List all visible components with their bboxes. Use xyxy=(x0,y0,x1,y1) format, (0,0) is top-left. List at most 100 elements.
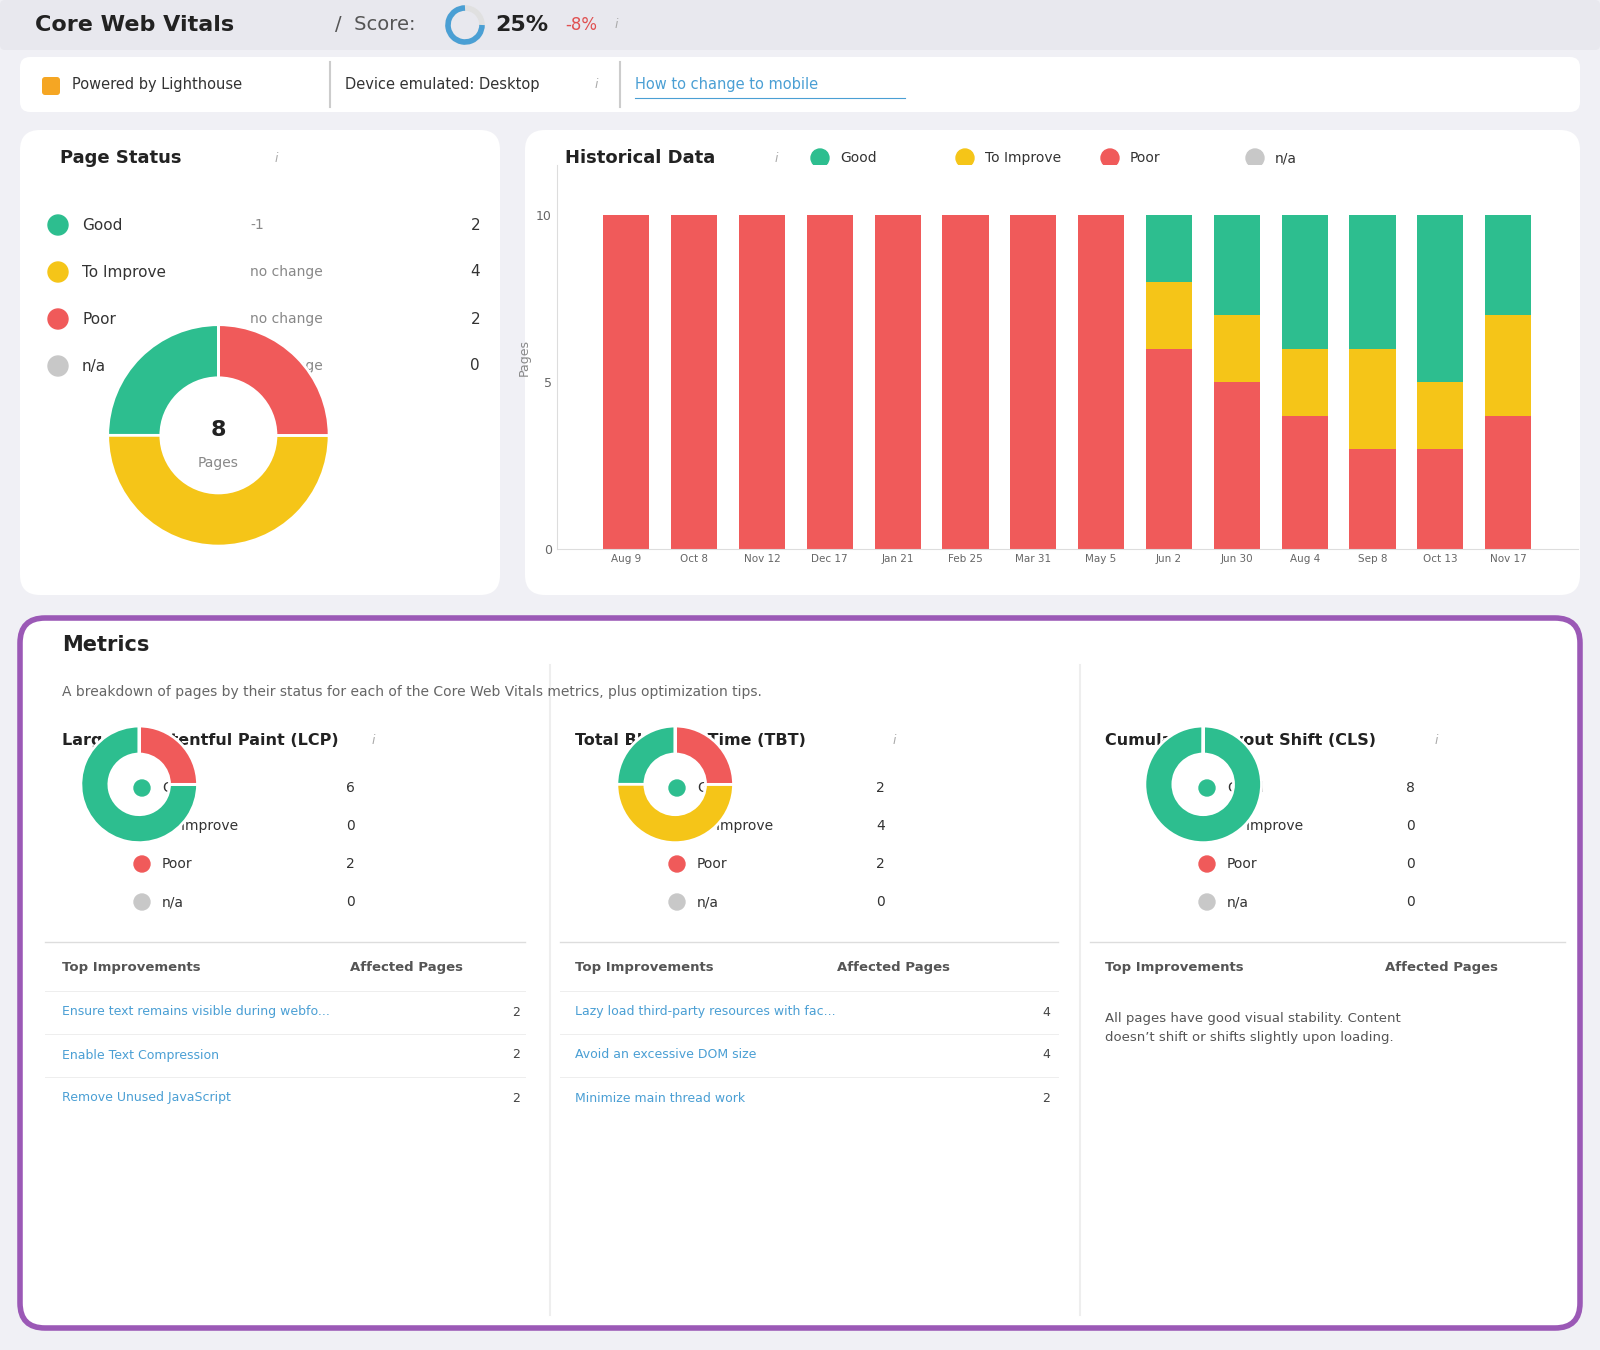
Text: Cumulative Layout Shift (CLS): Cumulative Layout Shift (CLS) xyxy=(1106,733,1376,748)
Text: Good: Good xyxy=(1227,782,1264,795)
Text: 2: 2 xyxy=(470,217,480,232)
Text: Device emulated: Desktop: Device emulated: Desktop xyxy=(346,77,539,93)
Bar xyxy=(1282,348,1328,416)
Text: n/a: n/a xyxy=(1275,151,1298,165)
Text: Historical Data: Historical Data xyxy=(565,148,715,167)
Text: /  Score:: / Score: xyxy=(334,15,416,35)
Text: Top Improvements: Top Improvements xyxy=(1106,961,1243,975)
Bar xyxy=(1349,215,1395,348)
Bar xyxy=(1418,450,1464,549)
FancyBboxPatch shape xyxy=(19,130,499,595)
Text: -8%: -8% xyxy=(565,16,597,34)
Bar xyxy=(1485,316,1531,416)
Circle shape xyxy=(134,818,150,834)
Text: i: i xyxy=(893,733,896,747)
Circle shape xyxy=(1198,894,1214,910)
Bar xyxy=(670,215,717,549)
Text: i: i xyxy=(614,19,619,31)
Text: Poor: Poor xyxy=(1130,151,1160,165)
Text: Total Blocking Time (TBT): Total Blocking Time (TBT) xyxy=(574,733,806,748)
Y-axis label: Pages: Pages xyxy=(517,339,531,375)
Text: 0: 0 xyxy=(470,359,480,374)
Text: 4: 4 xyxy=(1042,1049,1050,1061)
Text: Affected Pages: Affected Pages xyxy=(1386,961,1498,975)
Text: To Improve: To Improve xyxy=(698,819,773,833)
Text: Poor: Poor xyxy=(698,857,728,871)
Text: Top Improvements: Top Improvements xyxy=(574,961,714,975)
Text: Minimize main thread work: Minimize main thread work xyxy=(574,1092,746,1104)
Circle shape xyxy=(669,894,685,910)
Text: 2: 2 xyxy=(877,782,885,795)
Circle shape xyxy=(48,356,67,377)
Circle shape xyxy=(1198,856,1214,872)
Text: Avoid an excessive DOM size: Avoid an excessive DOM size xyxy=(574,1049,757,1061)
Text: 0: 0 xyxy=(346,895,355,909)
Text: n/a: n/a xyxy=(1227,895,1250,909)
Text: Affected Pages: Affected Pages xyxy=(837,961,950,975)
Bar xyxy=(739,215,786,549)
Wedge shape xyxy=(107,325,218,435)
Text: Poor: Poor xyxy=(1227,857,1258,871)
Text: 2: 2 xyxy=(877,857,885,871)
Text: Remove Unused JavaScript: Remove Unused JavaScript xyxy=(62,1092,230,1104)
FancyBboxPatch shape xyxy=(19,57,1581,112)
Bar xyxy=(1282,215,1328,348)
Circle shape xyxy=(1198,818,1214,834)
Bar xyxy=(1146,348,1192,549)
Text: Good: Good xyxy=(162,782,198,795)
Circle shape xyxy=(1198,780,1214,796)
FancyBboxPatch shape xyxy=(525,130,1581,595)
Circle shape xyxy=(1101,148,1118,167)
Text: Largest Contentful Paint (LCP): Largest Contentful Paint (LCP) xyxy=(62,733,339,748)
Text: no change: no change xyxy=(250,265,323,279)
Text: Poor: Poor xyxy=(162,857,192,871)
Circle shape xyxy=(955,148,974,167)
Text: n/a: n/a xyxy=(82,359,106,374)
Bar xyxy=(603,215,650,549)
Circle shape xyxy=(811,148,829,167)
Bar xyxy=(1214,316,1259,382)
Bar xyxy=(1010,215,1056,549)
Text: 4: 4 xyxy=(877,819,885,833)
Text: Poor: Poor xyxy=(82,312,115,327)
Bar xyxy=(1485,416,1531,549)
Text: 2: 2 xyxy=(512,1092,520,1104)
Text: 2: 2 xyxy=(346,857,355,871)
Text: Powered by Lighthouse: Powered by Lighthouse xyxy=(72,77,242,93)
Bar xyxy=(1214,215,1259,316)
Text: 0: 0 xyxy=(877,895,885,909)
FancyBboxPatch shape xyxy=(19,618,1581,1328)
Text: To Improve: To Improve xyxy=(1227,819,1302,833)
Text: Good: Good xyxy=(840,151,877,165)
Text: i: i xyxy=(275,151,278,165)
Text: To Improve: To Improve xyxy=(986,151,1061,165)
Circle shape xyxy=(134,780,150,796)
Text: i: i xyxy=(371,733,376,747)
Circle shape xyxy=(48,309,67,329)
Text: Ensure text remains visible during webfo...: Ensure text remains visible during webfo… xyxy=(62,1006,330,1018)
Text: 2: 2 xyxy=(512,1049,520,1061)
Text: Lazy load third-party resources with fac...: Lazy load third-party resources with fac… xyxy=(574,1006,835,1018)
Text: 4: 4 xyxy=(470,265,480,279)
Text: 4: 4 xyxy=(1042,1006,1050,1018)
Bar xyxy=(1485,215,1531,316)
Wedge shape xyxy=(107,435,330,547)
Bar xyxy=(1146,215,1192,282)
Wedge shape xyxy=(82,726,197,842)
Wedge shape xyxy=(219,325,330,436)
Text: no change: no change xyxy=(250,312,323,325)
Wedge shape xyxy=(675,726,733,784)
Text: To Improve: To Improve xyxy=(82,265,166,279)
Text: 25%: 25% xyxy=(494,15,549,35)
Bar xyxy=(1418,382,1464,450)
Text: no change: no change xyxy=(250,359,323,373)
FancyBboxPatch shape xyxy=(42,77,61,95)
Text: 0: 0 xyxy=(346,819,355,833)
FancyBboxPatch shape xyxy=(0,0,1600,50)
Bar xyxy=(1418,215,1464,382)
Text: Page Status: Page Status xyxy=(61,148,181,167)
Circle shape xyxy=(48,215,67,235)
Text: 8: 8 xyxy=(1406,782,1414,795)
Bar xyxy=(1282,416,1328,549)
Text: i: i xyxy=(1435,733,1438,747)
